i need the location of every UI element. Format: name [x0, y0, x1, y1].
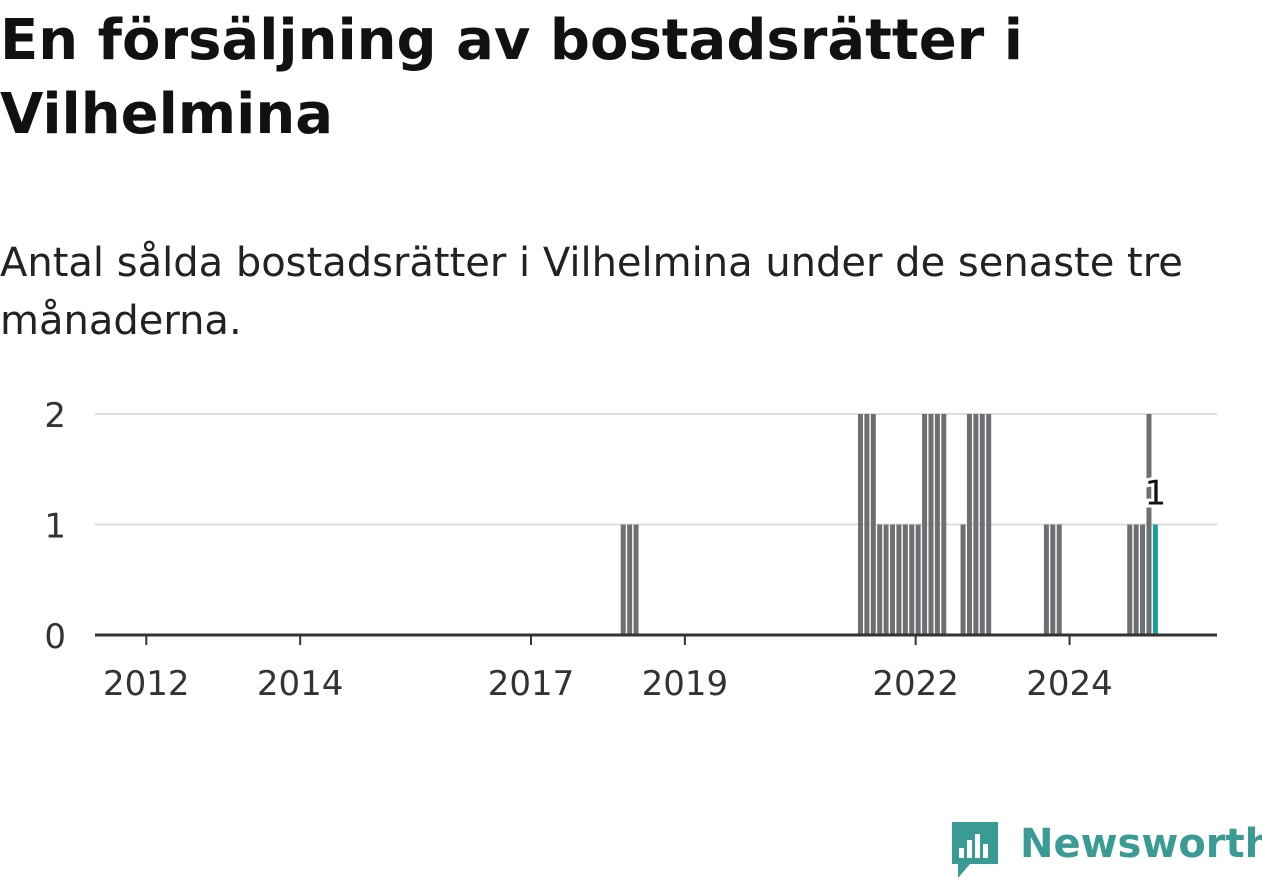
chart-subtitle: Antal sålda bostadsrätter i Vilhelmina u… — [0, 240, 1183, 344]
bar — [857, 414, 863, 635]
bar — [1127, 524, 1133, 635]
bar — [1140, 524, 1146, 635]
bar — [941, 414, 947, 635]
x-tick-label: 2022 — [872, 664, 959, 704]
bar — [909, 524, 915, 635]
bar — [979, 414, 985, 635]
y-tick-label: 1 — [44, 507, 66, 547]
bar — [877, 524, 883, 635]
bar — [620, 524, 626, 635]
bar — [928, 414, 934, 635]
bar — [870, 414, 876, 635]
bar — [1056, 524, 1062, 635]
bar — [890, 524, 896, 635]
x-tick-label: 2019 — [642, 664, 729, 704]
x-tick-label: 2017 — [488, 664, 575, 704]
bar — [896, 524, 902, 635]
bar — [1043, 524, 1049, 635]
bar — [922, 414, 928, 635]
x-tick-label: 2012 — [103, 664, 190, 704]
bar — [973, 414, 979, 635]
bar — [966, 414, 972, 635]
chart-title: En försäljning av bostadsrätter i Vilhel… — [0, 8, 1023, 147]
bar — [902, 524, 908, 635]
bar — [986, 414, 992, 635]
bar-chart: 0 1 2 1 2012 2014 2017 2019 2022 2024 — [44, 396, 1217, 704]
brand-name: Newsworthy — [1020, 821, 1262, 867]
bar — [1146, 414, 1152, 635]
bars — [620, 414, 1158, 635]
axes — [95, 633, 1217, 645]
bar — [915, 524, 921, 635]
newsworthy-logo: Newsworthy — [950, 818, 1262, 878]
y-tick-label: 0 — [44, 617, 66, 657]
labels: 0 1 2 1 2012 2014 2017 2019 2022 2024 — [44, 396, 1169, 704]
bar — [883, 524, 889, 635]
bar — [1133, 524, 1139, 635]
newsworthy-logo-icon — [952, 822, 998, 878]
bar — [627, 524, 633, 635]
bar — [934, 414, 940, 635]
bar — [633, 524, 639, 635]
y-tick-label: 2 — [44, 396, 66, 436]
bar — [960, 524, 966, 635]
highlight-value-label: 1 — [1145, 474, 1167, 514]
bar — [1050, 524, 1056, 635]
gridlines — [95, 413, 1217, 526]
highlight-bar — [1152, 524, 1158, 635]
bar — [864, 414, 870, 635]
x-tick-label: 2024 — [1026, 664, 1113, 704]
x-tick-label: 2014 — [257, 664, 344, 704]
